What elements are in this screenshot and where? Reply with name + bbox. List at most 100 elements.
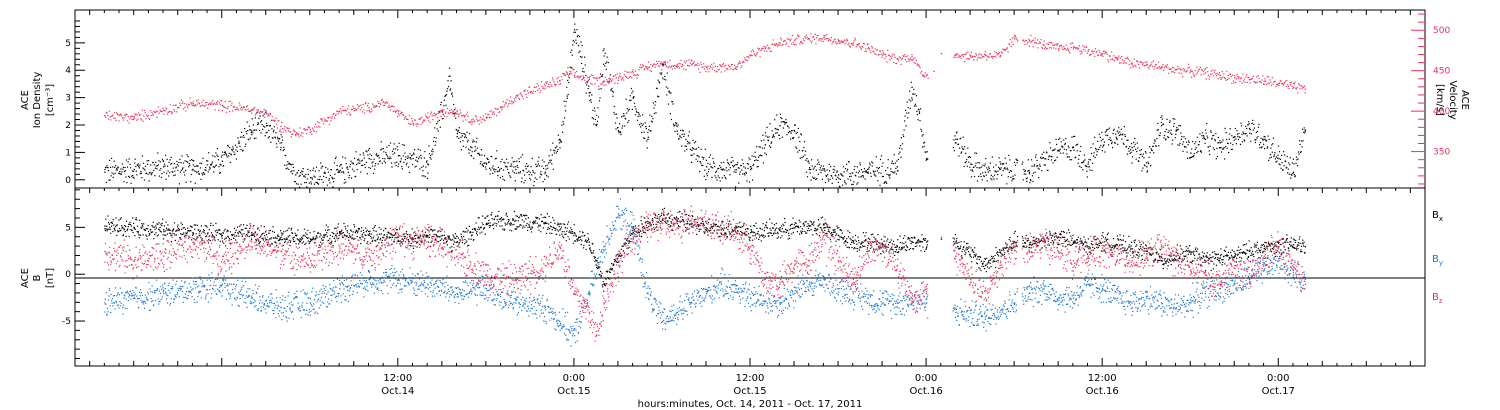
velocity-sample (143, 115, 144, 116)
density-sample (607, 57, 608, 58)
velocity-sample (1281, 81, 1282, 82)
velocity-sample (893, 62, 894, 63)
density-sample (568, 82, 569, 83)
velocity-sample (681, 66, 682, 67)
velocity-sample (382, 99, 383, 100)
velocity-sample (545, 88, 546, 89)
density-sample (1200, 150, 1201, 151)
density-sample (1291, 175, 1292, 176)
velocity-sample (723, 63, 724, 64)
Bx-sample (322, 237, 323, 238)
density-sample (375, 165, 376, 166)
density-sample (1065, 143, 1066, 144)
velocity-sample (804, 40, 805, 41)
Bx-sample (211, 232, 212, 233)
density-sample (421, 158, 422, 159)
velocity-sample (385, 103, 386, 104)
velocity-sample (132, 119, 133, 120)
velocity-sample (805, 38, 806, 39)
density-sample (1100, 137, 1101, 138)
velocity-sample (887, 61, 888, 62)
density-sample (146, 173, 147, 174)
Bx-sample (157, 224, 158, 225)
density-sample (774, 136, 775, 137)
density-sample (456, 129, 457, 130)
Bx-sample (293, 239, 294, 240)
velocity-sample (247, 108, 248, 109)
Bx-sample (272, 231, 273, 232)
velocity-sample (608, 82, 609, 83)
velocity-sample (796, 38, 797, 39)
density-sample (905, 116, 906, 117)
density-sample (878, 172, 879, 173)
density-sample (1104, 151, 1105, 152)
velocity-sample (359, 106, 360, 107)
density-sample (241, 132, 242, 133)
density-sample (780, 117, 781, 118)
velocity-sample (586, 75, 587, 76)
velocity-sample (611, 81, 612, 82)
velocity-sample (437, 113, 438, 114)
density-sample (1068, 147, 1069, 148)
density-sample (875, 176, 876, 177)
velocity-sample (371, 109, 372, 110)
density-sample (748, 157, 749, 158)
density-sample (1147, 162, 1148, 163)
density-sample (917, 119, 918, 120)
density-sample (328, 172, 329, 173)
density-sample (566, 87, 567, 88)
density-sample (826, 176, 827, 177)
density-sample (1182, 144, 1183, 145)
velocity-sample (860, 47, 861, 48)
Bx-sample (225, 245, 226, 246)
density-sample (1171, 130, 1172, 131)
velocity-sample (346, 110, 347, 111)
density-sample (631, 93, 632, 94)
velocity-sample (1284, 82, 1285, 83)
density-sample (823, 166, 824, 167)
density-sample (455, 118, 456, 119)
density-sample (770, 147, 771, 148)
density-sample (846, 183, 847, 184)
velocity-sample (485, 113, 486, 114)
velocity-sample (415, 120, 416, 121)
density-sample (761, 140, 762, 141)
velocity-sample (584, 80, 585, 81)
density-sample (1253, 124, 1254, 125)
velocity-point (1305, 89, 1306, 90)
density-sample (302, 174, 303, 175)
velocity-sample (961, 58, 962, 59)
density-sample (1043, 157, 1044, 158)
velocity-sample (1107, 59, 1108, 60)
density-sample (282, 140, 283, 141)
velocity-sample (1085, 50, 1086, 51)
Bx-sample (228, 237, 229, 238)
density-tick-label: 0 (65, 176, 71, 186)
velocity-point (633, 72, 634, 73)
velocity-sample (529, 86, 530, 87)
velocity-sample (494, 114, 495, 115)
density-sample (541, 166, 542, 167)
density-sample (1090, 147, 1091, 148)
density-sample (655, 101, 656, 102)
density-sample (872, 162, 873, 163)
velocity-sample (311, 131, 312, 132)
density-sample (593, 118, 594, 119)
Bx-sample (229, 238, 230, 239)
velocity-sample (677, 67, 678, 68)
Bx-sample (318, 247, 319, 248)
density-sample (334, 162, 335, 163)
density-sample (635, 114, 636, 115)
velocity-sample (153, 115, 154, 116)
density-sample (341, 164, 342, 165)
density-sample (641, 132, 642, 133)
Bx-sample (325, 230, 326, 231)
density-sample (363, 152, 364, 153)
density-sample (423, 166, 424, 167)
density-sample (235, 145, 236, 146)
velocity-sample (872, 47, 873, 48)
velocity-sample (739, 61, 740, 62)
velocity-sample (446, 111, 447, 112)
density-sample (451, 80, 452, 81)
velocity-sample (426, 117, 427, 118)
